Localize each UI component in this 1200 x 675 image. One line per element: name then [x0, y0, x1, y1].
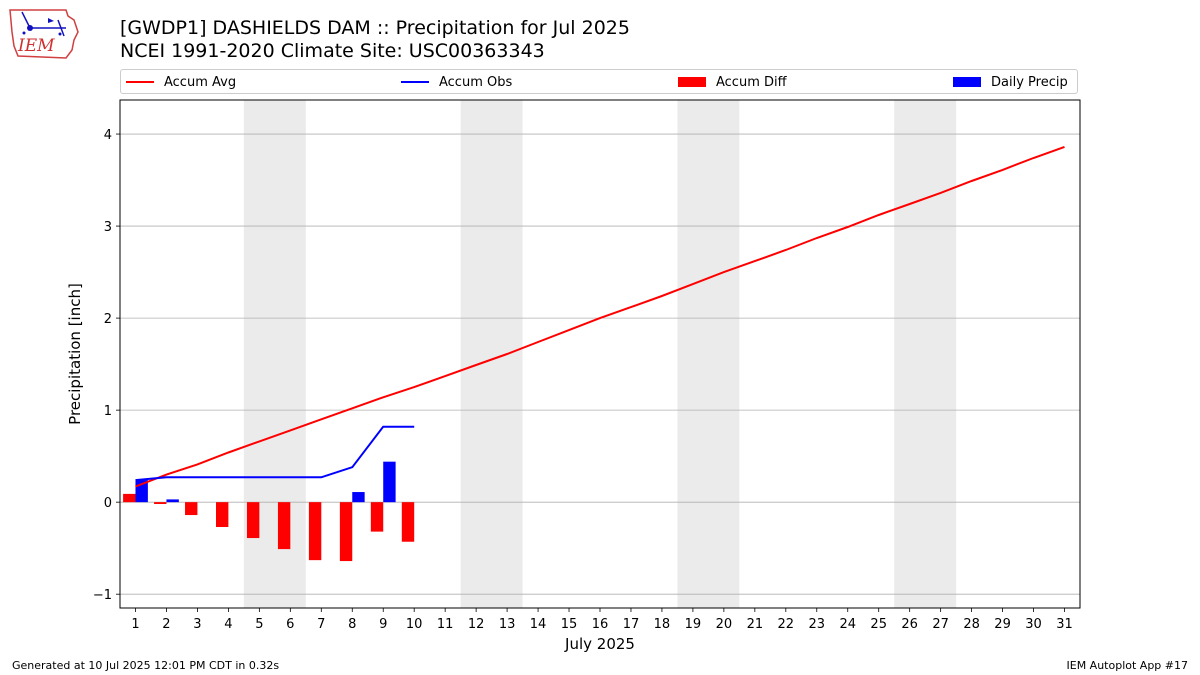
x-tick-label: 21 — [747, 617, 764, 632]
accum-diff-bar — [370, 502, 384, 532]
weekend-band — [677, 100, 740, 608]
accum-diff-bar — [185, 502, 198, 516]
footer-generated: Generated at 10 Jul 2025 12:01 PM CDT in… — [12, 659, 280, 672]
x-tick-label: 8 — [348, 617, 356, 632]
chart-title: [GWDP1] DASHIELDS DAM :: Precipitation f… — [120, 17, 630, 39]
x-tick-label: 23 — [809, 617, 826, 632]
x-tick-label: 13 — [499, 617, 516, 632]
legend-swatch — [953, 77, 981, 87]
x-tick-label: 30 — [1025, 617, 1042, 632]
legend-item-daily-precip: Daily Precip — [953, 73, 1068, 91]
y-tick-label: 1 — [104, 404, 112, 419]
x-tick-label: 19 — [685, 617, 702, 632]
accum-diff-bar — [123, 493, 136, 503]
legend-item-accum-diff: Accum Diff — [678, 73, 787, 91]
daily-precip-bar — [166, 499, 179, 503]
y-axis-label: Precipitation [inch] — [66, 283, 84, 425]
x-tick-label: 15 — [561, 617, 578, 632]
x-tick-label: 29 — [994, 617, 1011, 632]
x-tick-label: 1 — [131, 617, 139, 632]
x-tick-label: 3 — [193, 617, 201, 632]
x-tick-label: 11 — [437, 617, 454, 632]
legend-swatch — [126, 81, 154, 83]
x-tick-label: 10 — [406, 617, 423, 632]
x-tick-label: 27 — [932, 617, 949, 632]
x-tick-label: 20 — [716, 617, 733, 632]
x-tick-label: 9 — [379, 617, 387, 632]
x-tick-label: 12 — [468, 617, 485, 632]
x-tick-label: 16 — [592, 617, 609, 632]
logo-text: IEM — [17, 36, 55, 56]
x-tick-label: 24 — [839, 617, 856, 632]
accum-obs-line — [135, 425, 415, 482]
y-tick-label: 2 — [104, 312, 112, 327]
accum-diff-bar — [154, 502, 167, 505]
y-tick-label: 3 — [104, 220, 112, 235]
accum-diff-bar — [401, 502, 415, 542]
footer-app: IEM Autoplot App #17 — [1066, 659, 1189, 672]
x-tick-label: 28 — [963, 617, 980, 632]
accum-diff-bar — [308, 502, 322, 561]
accum-diff-bar — [277, 502, 291, 550]
y-tick-label: 4 — [104, 128, 112, 143]
accum-avg-line — [135, 145, 1065, 488]
legend-label: Accum Diff — [716, 74, 787, 90]
x-tick-label: 7 — [317, 617, 325, 632]
legend-label: Accum Avg — [164, 74, 237, 90]
x-tick-label: 14 — [530, 617, 547, 632]
iem-logo: IEM — [8, 6, 80, 60]
x-tick-label: 2 — [162, 617, 170, 632]
x-tick-label: 5 — [255, 617, 263, 632]
accum-diff-bar — [216, 502, 229, 528]
y-tick-label: 0 — [104, 496, 112, 511]
legend-item-accum-avg: Accum Avg — [126, 73, 236, 91]
legend: Accum Avg Accum Obs Accum Diff Daily Pre… — [120, 69, 1078, 94]
legend-label: Accum Obs — [439, 74, 513, 90]
accum-diff-bar — [246, 502, 260, 539]
chart-subtitle: NCEI 1991-2020 Climate Site: USC00363343 — [120, 40, 545, 62]
x-tick-label: 17 — [623, 617, 640, 632]
x-tick-label: 6 — [286, 617, 294, 632]
legend-label: Daily Precip — [991, 74, 1068, 90]
y-tick-label: −1 — [93, 588, 112, 603]
x-tick-label: 26 — [901, 617, 918, 632]
daily-precip-bar — [352, 492, 365, 503]
weekend-band — [894, 100, 957, 608]
weekend-band — [460, 100, 523, 608]
x-tick-label: 4 — [224, 617, 232, 632]
x-axis-label: July 2025 — [564, 635, 635, 653]
x-tick-label: 31 — [1056, 617, 1073, 632]
legend-item-accum-obs: Accum Obs — [401, 73, 512, 91]
x-tick-label: 22 — [778, 617, 795, 632]
x-tick-label: 18 — [654, 617, 671, 632]
accum-diff-bar — [339, 502, 353, 562]
legend-swatch — [678, 77, 706, 87]
daily-precip-bar — [383, 461, 396, 503]
legend-swatch — [401, 81, 429, 83]
x-tick-label: 25 — [870, 617, 887, 632]
